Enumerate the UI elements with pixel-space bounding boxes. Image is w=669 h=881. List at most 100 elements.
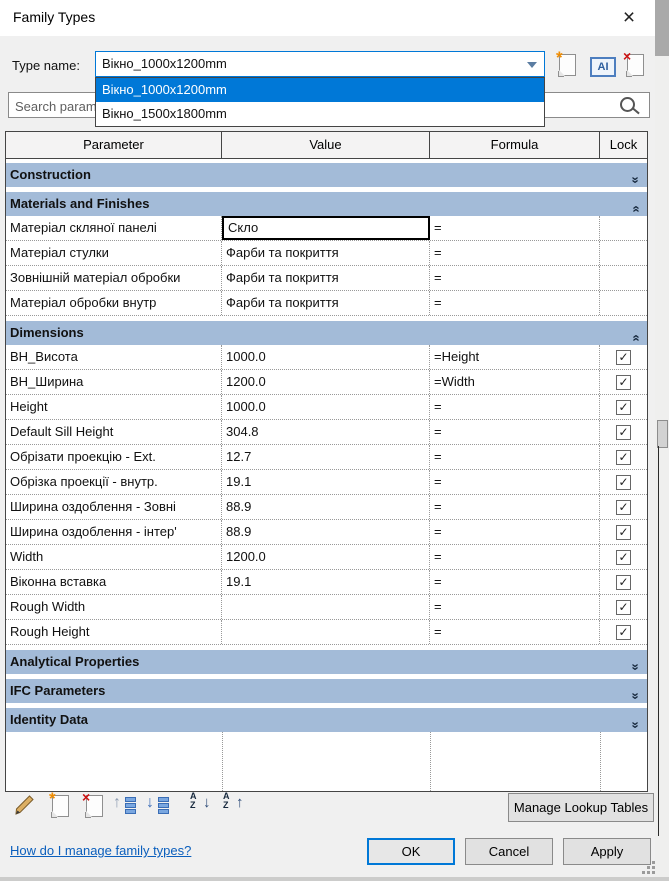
parameter-formula-cell[interactable]: = xyxy=(430,420,600,444)
section-header-ifc-parameters[interactable]: IFC Parameters » xyxy=(6,679,647,703)
parameter-value-cell[interactable]: Фарби та покриття xyxy=(222,291,430,315)
table-row: Rough Height = ✓ xyxy=(6,620,647,645)
background-panel-fragment xyxy=(655,0,669,56)
window-bottom-edge xyxy=(0,877,669,881)
parameter-value-cell[interactable]: Фарби та покриття xyxy=(222,266,430,290)
parameter-lock-cell: ✓ xyxy=(600,545,647,569)
chevron-double-up-icon[interactable]: » xyxy=(627,205,643,213)
lock-checkbox[interactable]: ✓ xyxy=(616,549,631,565)
move-parameter-down-button[interactable]: ↓ xyxy=(146,792,174,822)
parameter-formula-cell[interactable]: = xyxy=(430,241,600,265)
parameter-formula-cell[interactable]: = xyxy=(430,445,600,469)
column-separator xyxy=(430,732,431,791)
parameter-value-cell[interactable]: 19.1 xyxy=(222,470,430,494)
chevron-double-down-icon[interactable]: » xyxy=(628,692,644,700)
lock-checkbox[interactable]: ✓ xyxy=(616,524,631,540)
parameter-name-cell: Default Sill Height xyxy=(6,420,222,444)
parameter-formula-cell[interactable]: = xyxy=(430,470,600,494)
chevron-down-icon xyxy=(527,62,537,68)
lock-checkbox[interactable]: ✓ xyxy=(616,374,631,390)
section-header-materials-and-finishes[interactable]: Materials and Finishes » xyxy=(6,192,647,216)
lock-checkbox[interactable]: ✓ xyxy=(616,449,631,465)
section-header-analytical-properties[interactable]: Analytical Properties » xyxy=(6,650,647,674)
parameter-value-cell[interactable]: 12.7 xyxy=(222,445,430,469)
lock-checkbox[interactable]: ✓ xyxy=(616,474,631,490)
parameter-formula-cell[interactable]: = xyxy=(430,595,600,619)
help-link[interactable]: How do I manage family types? xyxy=(10,843,192,858)
lock-checkbox[interactable]: ✓ xyxy=(616,599,631,615)
delete-type-button[interactable]: × xyxy=(621,48,649,79)
new-type-button[interactable]: * xyxy=(553,48,581,79)
parameter-formula-cell[interactable]: = xyxy=(430,291,600,315)
lock-checkbox[interactable]: ✓ xyxy=(616,424,631,440)
chevron-double-down-icon[interactable]: » xyxy=(628,176,644,184)
parameter-formula-cell[interactable]: = xyxy=(430,216,600,240)
lock-checkbox[interactable]: ✓ xyxy=(616,399,631,415)
parameter-value-cell[interactable]: 19.1 xyxy=(222,570,430,594)
rename-type-button[interactable]: AI xyxy=(588,51,616,79)
apply-button[interactable]: Apply xyxy=(563,838,651,865)
delete-parameter-button[interactable]: × xyxy=(80,789,108,822)
section-label: Construction xyxy=(10,167,91,182)
lock-checkbox[interactable]: ✓ xyxy=(616,499,631,515)
chevron-double-down-icon[interactable]: » xyxy=(628,721,644,729)
section-header-dimensions[interactable]: Dimensions » xyxy=(6,321,647,345)
type-option[interactable]: Вікно_1500x1800mm xyxy=(102,106,227,121)
close-icon[interactable]: × xyxy=(622,6,636,29)
lock-checkbox[interactable]: ✓ xyxy=(616,574,631,590)
parameter-formula-cell[interactable]: = xyxy=(430,495,600,519)
resize-grip[interactable] xyxy=(642,861,656,875)
parameter-formula-cell[interactable]: = xyxy=(430,620,600,644)
parameter-value-cell[interactable] xyxy=(222,595,430,619)
chevron-double-down-icon[interactable]: » xyxy=(628,663,644,671)
type-name-value: Вікно_1000x1200mm xyxy=(102,56,227,71)
type-option[interactable]: Вікно_1000x1200mm xyxy=(96,78,544,102)
parameter-formula-cell[interactable]: = xyxy=(430,545,600,569)
table-row: Default Sill Height 304.8 = ✓ xyxy=(6,420,647,445)
parameter-formula-cell[interactable]: = xyxy=(430,520,600,544)
edit-parameter-button[interactable] xyxy=(12,792,40,822)
cancel-button[interactable]: Cancel xyxy=(465,838,553,865)
parameter-value-cell[interactable]: 88.9 xyxy=(222,520,430,544)
parameter-formula-cell[interactable]: = xyxy=(430,266,600,290)
parameter-formula-cell[interactable]: = xyxy=(430,395,600,419)
parameter-formula-cell[interactable]: =Height xyxy=(430,345,600,369)
parameter-name-cell: Обрізка проекції - внутр. xyxy=(6,470,222,494)
new-parameter-button[interactable]: * xyxy=(46,789,74,822)
section-header-identity-data[interactable]: Identity Data » xyxy=(6,708,647,732)
parameter-value-cell[interactable]: 304.8 xyxy=(222,420,430,444)
manage-lookup-tables-button[interactable]: Manage Lookup Tables xyxy=(508,793,654,822)
parameter-value-cell[interactable]: Фарби та покриття xyxy=(222,241,430,265)
parameter-name-cell: Матеріал стулки xyxy=(6,241,222,265)
section-gap xyxy=(6,159,647,163)
parameter-name-cell: Ширина оздоблення - інтер' xyxy=(6,520,222,544)
table-row: ВН_Ширина 1200.0 =Width ✓ xyxy=(6,370,647,395)
parameter-value-cell[interactable]: 88.9 xyxy=(222,495,430,519)
type-name-combobox[interactable]: Вікно_1000x1200mm xyxy=(95,51,545,77)
parameter-value-cell[interactable]: Скло xyxy=(222,216,430,240)
delete-type-icon: × xyxy=(623,48,644,76)
table-row: Ширина оздоблення - інтер' 88.9 = ✓ xyxy=(6,520,647,545)
parameter-lock-cell: ✓ xyxy=(600,370,647,394)
parameter-value-cell[interactable]: 1200.0 xyxy=(222,545,430,569)
parameter-formula-cell[interactable]: = xyxy=(430,570,600,594)
search-icon xyxy=(620,97,635,112)
parameter-lock-cell: ✓ xyxy=(600,445,647,469)
parameter-lock-cell: ✓ xyxy=(600,470,647,494)
parameter-value-cell[interactable]: 1000.0 xyxy=(222,395,430,419)
parameter-value-cell[interactable]: 1200.0 xyxy=(222,370,430,394)
lock-checkbox[interactable]: ✓ xyxy=(616,624,631,640)
lock-checkbox[interactable]: ✓ xyxy=(616,349,631,365)
parameter-formula-cell[interactable]: =Width xyxy=(430,370,600,394)
parameter-name-cell: Height xyxy=(6,395,222,419)
parameter-value-cell[interactable] xyxy=(222,620,430,644)
chevron-double-up-icon[interactable]: » xyxy=(627,334,643,342)
parameter-value-cell[interactable]: 1000.0 xyxy=(222,345,430,369)
section-header-construction[interactable]: Construction » xyxy=(6,163,647,187)
move-parameter-up-button[interactable]: ↑ xyxy=(113,792,141,822)
table-row: Обрізка проекції - внутр. 19.1 = ✓ xyxy=(6,470,647,495)
ok-button[interactable]: OK xyxy=(367,838,455,865)
